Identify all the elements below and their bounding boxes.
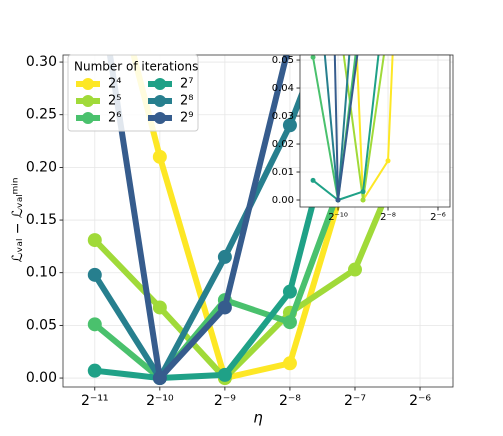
legend-marker xyxy=(82,95,94,107)
series-marker xyxy=(87,317,102,332)
legend-label: 2⁸ xyxy=(180,94,193,109)
series-marker xyxy=(87,233,102,248)
plot-frame xyxy=(62,54,454,388)
legend-title: Number of iterations xyxy=(74,60,198,74)
legend-label: 2⁶ xyxy=(108,111,121,126)
legend-label: 2⁷ xyxy=(180,77,193,92)
series-line xyxy=(323,55,351,202)
series-marker xyxy=(87,363,102,378)
x-tick-label: 2⁻⁹ xyxy=(214,393,236,409)
series-marker xyxy=(152,149,167,164)
y-tick-label: 0.15 xyxy=(26,212,57,228)
series-line xyxy=(106,55,290,382)
plot-frame xyxy=(299,54,451,208)
y-tick-label: 0.00 xyxy=(272,195,294,206)
x-axis-label: η xyxy=(253,409,263,427)
legend-box xyxy=(67,54,199,132)
y-tick-label: 0.01 xyxy=(272,167,294,178)
series-marker xyxy=(310,177,316,183)
y-axis-label: ℒᵥₐₗ − ℒᵥₐₗᵐⁱⁿ xyxy=(10,178,26,263)
series-marker xyxy=(335,197,341,203)
x-tick-label: 2⁻⁷ xyxy=(344,393,366,409)
series-marker xyxy=(217,249,232,264)
series-marker xyxy=(87,267,102,282)
series-marker xyxy=(360,189,366,195)
series-marker xyxy=(348,34,362,48)
series-marker xyxy=(361,10,366,15)
y-tick-label: 0.30 xyxy=(26,54,57,70)
series-line xyxy=(342,55,385,202)
series-marker xyxy=(360,197,366,203)
series-marker xyxy=(217,367,232,382)
series-marker xyxy=(283,34,297,48)
series-marker xyxy=(386,24,391,29)
legend-marker xyxy=(154,112,166,124)
plot-area xyxy=(310,10,394,203)
x-tick-label: 2⁻¹¹ xyxy=(81,393,109,409)
y-tick-label: 0.05 xyxy=(26,317,57,333)
y-tick-label: 0.02 xyxy=(272,139,294,150)
series-marker xyxy=(282,118,297,133)
series-line xyxy=(312,55,357,202)
legend-marker xyxy=(82,112,94,124)
series-marker xyxy=(386,49,391,54)
y-tick-label: 0.25 xyxy=(26,107,57,123)
x-tick-label: 2⁻⁶ xyxy=(430,212,446,223)
x-tick-label: 2⁻¹⁰ xyxy=(328,212,348,223)
y-tick-label: 0.04 xyxy=(272,83,294,94)
series-marker xyxy=(310,55,316,60)
series-marker xyxy=(282,356,297,371)
x-tick-label: 2⁻¹⁰ xyxy=(146,393,174,409)
y-tick-label: 0.20 xyxy=(26,159,57,175)
series-marker xyxy=(385,158,391,164)
series-marker xyxy=(152,371,167,386)
legend-label: 2⁴ xyxy=(108,77,121,92)
x-tick-label: 2⁻⁸ xyxy=(279,393,301,409)
legend-marker xyxy=(154,95,166,107)
series-marker xyxy=(347,262,362,277)
y-tick-label: 0.00 xyxy=(26,370,57,386)
y-tick-label: 0.03 xyxy=(272,111,294,122)
series-marker xyxy=(282,284,297,299)
series-marker xyxy=(336,10,341,15)
series-marker xyxy=(152,300,167,315)
series-marker xyxy=(217,300,232,315)
legend-marker xyxy=(154,78,166,90)
legend-label: 2⁹ xyxy=(180,111,193,126)
x-tick-label: 2⁻⁸ xyxy=(380,212,396,223)
y-tick-label: 0.05 xyxy=(272,55,294,66)
x-tick-label: 2⁻⁶ xyxy=(409,393,431,409)
legend-marker xyxy=(82,78,94,90)
legend-label: 2⁵ xyxy=(108,94,121,109)
series-marker xyxy=(282,315,297,330)
y-tick-label: 0.10 xyxy=(26,265,57,281)
plot-area xyxy=(87,34,428,386)
series-line xyxy=(333,55,359,202)
